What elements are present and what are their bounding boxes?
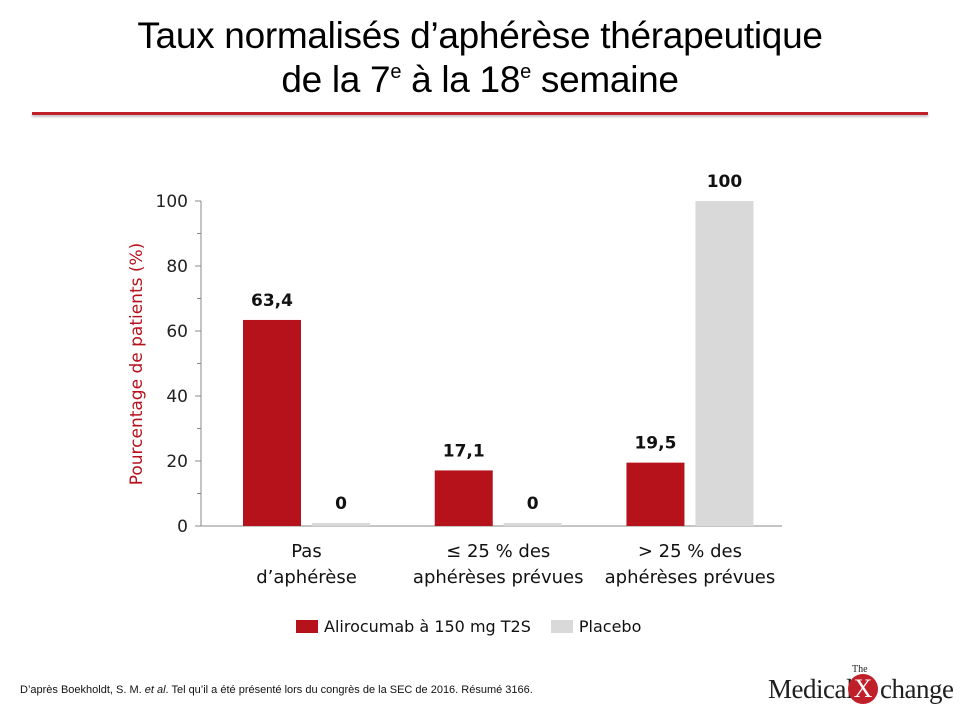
title-line-2-part: à la 18	[401, 59, 521, 100]
footnote-text: . Tel qu’il a été présenté lors du congr…	[165, 684, 533, 696]
bar-placebo	[312, 523, 370, 526]
y-tick-label: 20	[166, 452, 188, 472]
y-axis-label: Pourcentage de patients (%)	[127, 243, 147, 486]
medical-xchange-logo: The Medical X change	[768, 662, 954, 712]
data-label: 17,1	[443, 441, 485, 461]
footnote-text: D’après Boekholdt, S. M.	[20, 684, 145, 696]
logo-change: change	[880, 674, 954, 704]
title-superscript: e	[520, 61, 531, 83]
logo-the: The	[852, 664, 868, 675]
category-label: ≤ 25 % des	[446, 541, 550, 562]
y-tick-label: 100	[156, 192, 188, 212]
bar-alirocumab	[626, 462, 685, 526]
title-line-2-part: semaine	[530, 59, 679, 100]
title-line-2-part: de la 7	[281, 59, 391, 100]
bar-placebo	[695, 201, 754, 526]
category-label: d’aphérèse	[256, 567, 357, 588]
data-label: 19,5	[634, 434, 676, 454]
category-label: aphérèses prévues	[605, 567, 776, 588]
logo-x-icon: X	[848, 674, 878, 704]
footnote-italic: et al	[144, 684, 166, 696]
legend-label-placebo: Placebo	[578, 616, 642, 636]
y-tick-label: 40	[166, 387, 188, 407]
source-footnote: D’après Boekholdt, S. M. et al. Tel qu’i…	[20, 684, 533, 696]
legend-item-placebo: Placebo	[550, 616, 642, 636]
title-line-2: de la 7e à la 18e semaine	[0, 58, 960, 102]
category-label: aphérèses prévues	[413, 567, 584, 588]
data-label: 63,4	[251, 291, 293, 311]
chart-legend: Alirocumab à 150 mg T2S Placebo	[296, 615, 661, 637]
y-tick-label: 0	[177, 517, 188, 537]
legend-swatch-alirocumab	[296, 619, 318, 633]
slide-title: Taux normalisés d’aphérèse thérapeutique…	[0, 14, 960, 102]
legend-swatch-placebo	[550, 619, 573, 633]
data-label: 0	[335, 494, 347, 514]
data-label: 100	[707, 172, 743, 192]
legend-label-alirocumab: Alirocumab à 150 mg T2S	[324, 616, 531, 636]
y-tick-label: 60	[166, 322, 188, 342]
legend-item-alirocumab: Alirocumab à 150 mg T2S	[296, 617, 531, 636]
logo-medical: Medical	[768, 674, 853, 704]
y-tick-label: 80	[166, 257, 188, 277]
category-label: Pas	[291, 541, 321, 562]
bar-alirocumab	[243, 319, 301, 526]
bar-placebo	[503, 523, 562, 526]
title-line-1: Taux normalisés d’aphérèse thérapeutique	[137, 15, 823, 56]
category-label: > 25 % des	[638, 541, 742, 562]
data-label: 0	[527, 494, 539, 514]
title-divider	[32, 112, 928, 115]
bar-alirocumab	[434, 470, 493, 526]
title-superscript: e	[390, 61, 402, 83]
